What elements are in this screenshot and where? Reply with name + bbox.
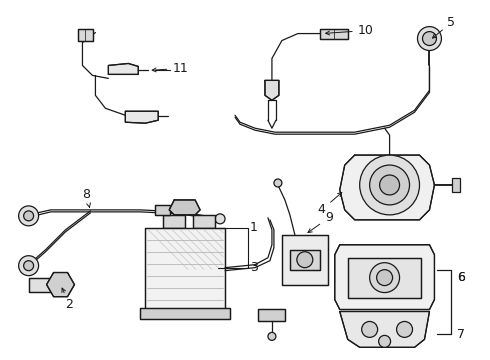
Text: 7: 7: [457, 328, 465, 341]
Text: 8: 8: [82, 188, 91, 207]
Text: 2: 2: [62, 288, 74, 311]
Circle shape: [362, 321, 378, 337]
Circle shape: [297, 252, 313, 268]
Text: 1: 1: [250, 221, 258, 234]
Circle shape: [215, 214, 225, 224]
Polygon shape: [265, 80, 279, 100]
Polygon shape: [340, 155, 435, 220]
Polygon shape: [163, 215, 185, 228]
Polygon shape: [169, 200, 200, 215]
Polygon shape: [193, 215, 215, 228]
Polygon shape: [28, 278, 61, 292]
Circle shape: [417, 27, 441, 50]
Polygon shape: [282, 235, 328, 285]
Circle shape: [24, 261, 34, 271]
Polygon shape: [320, 28, 348, 39]
Polygon shape: [108, 63, 138, 75]
Polygon shape: [340, 311, 429, 347]
Polygon shape: [348, 258, 421, 298]
Polygon shape: [47, 273, 74, 297]
Text: 6: 6: [457, 271, 465, 284]
Text: 4: 4: [318, 193, 342, 216]
Polygon shape: [145, 228, 225, 310]
Polygon shape: [258, 310, 285, 321]
Circle shape: [379, 336, 391, 347]
Circle shape: [369, 263, 399, 293]
Text: 6: 6: [457, 271, 465, 284]
Polygon shape: [78, 28, 94, 41]
Polygon shape: [335, 245, 435, 310]
Circle shape: [396, 321, 413, 337]
Polygon shape: [140, 307, 230, 319]
Circle shape: [422, 32, 437, 45]
Polygon shape: [125, 111, 158, 123]
Polygon shape: [155, 205, 170, 215]
Polygon shape: [290, 250, 320, 270]
Circle shape: [369, 165, 410, 205]
Circle shape: [19, 206, 39, 226]
Circle shape: [19, 256, 39, 276]
Text: 10: 10: [326, 24, 373, 37]
Circle shape: [377, 270, 392, 285]
Circle shape: [380, 175, 399, 195]
Text: 11: 11: [152, 62, 188, 75]
Circle shape: [274, 179, 282, 187]
Circle shape: [24, 211, 34, 221]
Circle shape: [360, 155, 419, 215]
Bar: [452, 178, 461, 192]
Text: 3: 3: [250, 261, 258, 274]
Circle shape: [268, 332, 276, 340]
Text: 5: 5: [433, 16, 455, 38]
Text: 9: 9: [308, 211, 333, 233]
